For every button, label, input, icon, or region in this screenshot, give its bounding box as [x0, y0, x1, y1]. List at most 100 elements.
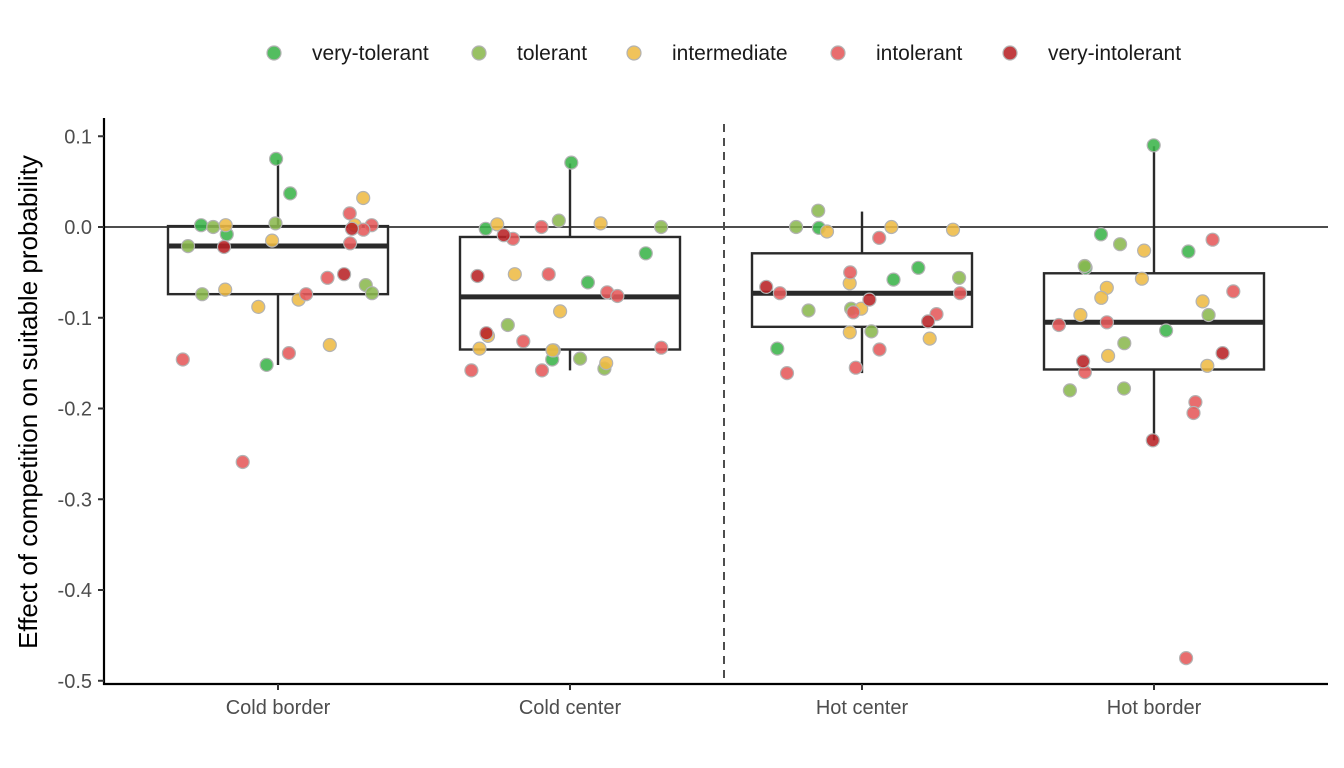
data-point	[1077, 258, 1092, 274]
data-point	[265, 233, 280, 248]
data-point	[534, 363, 550, 378]
data-point	[1195, 294, 1210, 309]
y-tick-label: -0.3	[58, 489, 92, 511]
legend-label: tolerant	[517, 42, 587, 65]
data-point	[541, 267, 556, 282]
data-point	[1099, 315, 1115, 330]
data-point	[638, 246, 653, 261]
data-point	[1117, 336, 1132, 351]
data-point	[1116, 381, 1132, 396]
box-iqr	[458, 235, 682, 351]
legend-label: very-intolerant	[1048, 42, 1181, 65]
boxplot-hot-border	[1042, 146, 1266, 441]
data-point	[872, 230, 887, 245]
data-point	[1186, 405, 1201, 421]
data-point	[490, 217, 505, 232]
data-point	[759, 279, 774, 294]
data-point	[952, 286, 968, 301]
boxplots	[166, 146, 1266, 441]
boxplot-hot-center	[750, 211, 974, 374]
legend-marker	[626, 45, 642, 61]
data-point	[1112, 237, 1128, 252]
data-point	[1136, 243, 1152, 258]
y-tick-label: -0.5	[58, 671, 92, 693]
data-point	[251, 299, 266, 314]
data-point	[283, 186, 298, 201]
data-point	[337, 267, 352, 282]
data-point	[945, 222, 961, 237]
data-point	[180, 239, 196, 254]
legend-marker	[830, 45, 846, 61]
data-point	[1051, 317, 1067, 333]
data-point	[1100, 348, 1116, 363]
data-point	[654, 340, 669, 355]
data-point	[1226, 284, 1241, 299]
data-point	[770, 341, 785, 356]
data-point	[862, 292, 877, 307]
x-tick-label: Hot border	[1107, 697, 1202, 719]
data-point	[195, 287, 210, 302]
boxplot-cold-border	[166, 159, 390, 365]
data-point	[299, 287, 314, 302]
data-point	[848, 360, 863, 375]
series-very-intolerant	[216, 221, 1230, 448]
data-points	[175, 138, 1241, 666]
data-point	[470, 268, 485, 284]
data-point	[1200, 358, 1215, 373]
data-point	[175, 352, 190, 367]
y-tick-label: -0.4	[58, 580, 92, 602]
data-point	[1073, 307, 1088, 323]
data-point	[886, 272, 901, 287]
data-point	[843, 265, 858, 280]
data-point	[322, 337, 337, 353]
data-point	[472, 341, 487, 356]
legend: very-tolerant tolerant intermediate intoler…	[266, 42, 1181, 65]
data-point	[599, 356, 614, 371]
data-point	[268, 216, 283, 231]
data-point	[911, 260, 926, 275]
boxplot-cold-center	[458, 163, 682, 371]
y-tick-label: -0.1	[58, 308, 92, 330]
data-point	[496, 228, 511, 243]
data-point	[342, 206, 357, 221]
data-point	[320, 270, 335, 285]
data-point	[884, 219, 899, 235]
y-tick-label: 0.0	[64, 217, 92, 239]
data-point	[653, 219, 669, 235]
reference-lines	[104, 124, 1328, 684]
legend-item-intolerant: intolerant	[830, 42, 963, 65]
y-tick-label: -0.2	[58, 399, 92, 421]
data-point	[1134, 271, 1150, 286]
data-point	[281, 346, 296, 361]
legend-item-very-tolerant: very-tolerant	[266, 42, 429, 65]
data-point	[580, 275, 596, 290]
data-point	[788, 219, 804, 235]
data-point	[772, 286, 788, 301]
data-point	[216, 239, 232, 255]
data-point	[1094, 290, 1109, 305]
data-point	[864, 324, 879, 339]
axes: 0.1 0.0 -0.1 -0.2 -0.3 -0.4 -0.5 Cold border Col…	[58, 118, 1328, 719]
box-iqr	[166, 224, 390, 296]
y-axis-label: Effect of competition on suitable probab…	[13, 155, 43, 649]
series-tolerant	[180, 203, 1216, 398]
data-point	[1158, 323, 1174, 338]
data-point	[922, 331, 937, 346]
data-point	[1181, 244, 1196, 259]
legend-label: very-tolerant	[312, 42, 429, 65]
data-point	[572, 351, 588, 366]
data-point	[846, 305, 861, 320]
data-point	[235, 454, 250, 470]
x-tick-label: Cold border	[226, 697, 331, 719]
legend-item-tolerant: tolerant	[471, 42, 587, 65]
data-point	[259, 357, 274, 372]
data-point	[206, 219, 221, 235]
data-point	[1075, 354, 1091, 369]
data-point	[534, 219, 549, 235]
data-point	[356, 190, 371, 206]
box-iqr	[750, 252, 974, 329]
data-point	[1062, 383, 1078, 398]
data-point	[218, 282, 233, 297]
data-point	[516, 334, 531, 349]
